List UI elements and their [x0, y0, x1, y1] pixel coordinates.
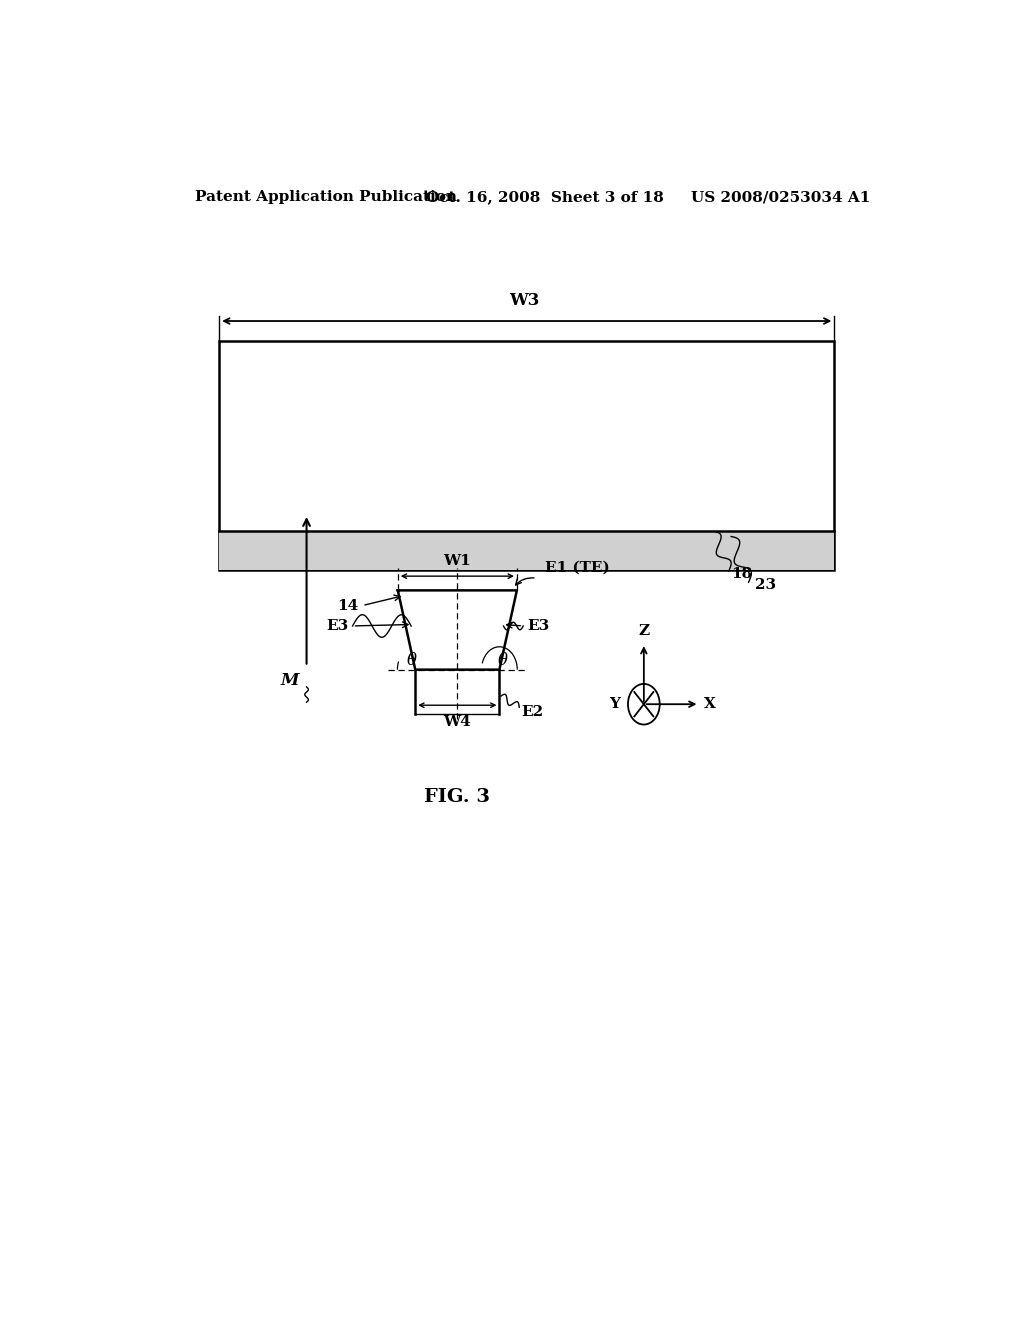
Text: 14: 14: [337, 598, 358, 612]
Text: Y: Y: [609, 697, 620, 711]
Text: E3: E3: [327, 619, 348, 634]
Text: θ: θ: [498, 652, 508, 669]
Text: 18: 18: [731, 568, 753, 581]
Text: θ: θ: [408, 652, 417, 669]
Text: E1 (TE): E1 (TE): [545, 561, 609, 576]
Text: Z: Z: [638, 624, 649, 638]
Text: E2: E2: [521, 705, 544, 719]
Text: X: X: [705, 697, 716, 711]
Text: M: M: [281, 672, 299, 689]
Text: W1: W1: [443, 554, 471, 568]
Text: US 2008/0253034 A1: US 2008/0253034 A1: [691, 190, 870, 205]
Text: W4: W4: [443, 715, 471, 730]
Text: Patent Application Publication: Patent Application Publication: [196, 190, 458, 205]
Bar: [219, 342, 835, 570]
Text: 23: 23: [755, 578, 776, 593]
Text: E3: E3: [527, 619, 550, 634]
Text: Oct. 16, 2008  Sheet 3 of 18: Oct. 16, 2008 Sheet 3 of 18: [426, 190, 664, 205]
Text: W3: W3: [510, 292, 540, 309]
Text: FIG. 3: FIG. 3: [424, 788, 490, 805]
Bar: [219, 532, 835, 570]
